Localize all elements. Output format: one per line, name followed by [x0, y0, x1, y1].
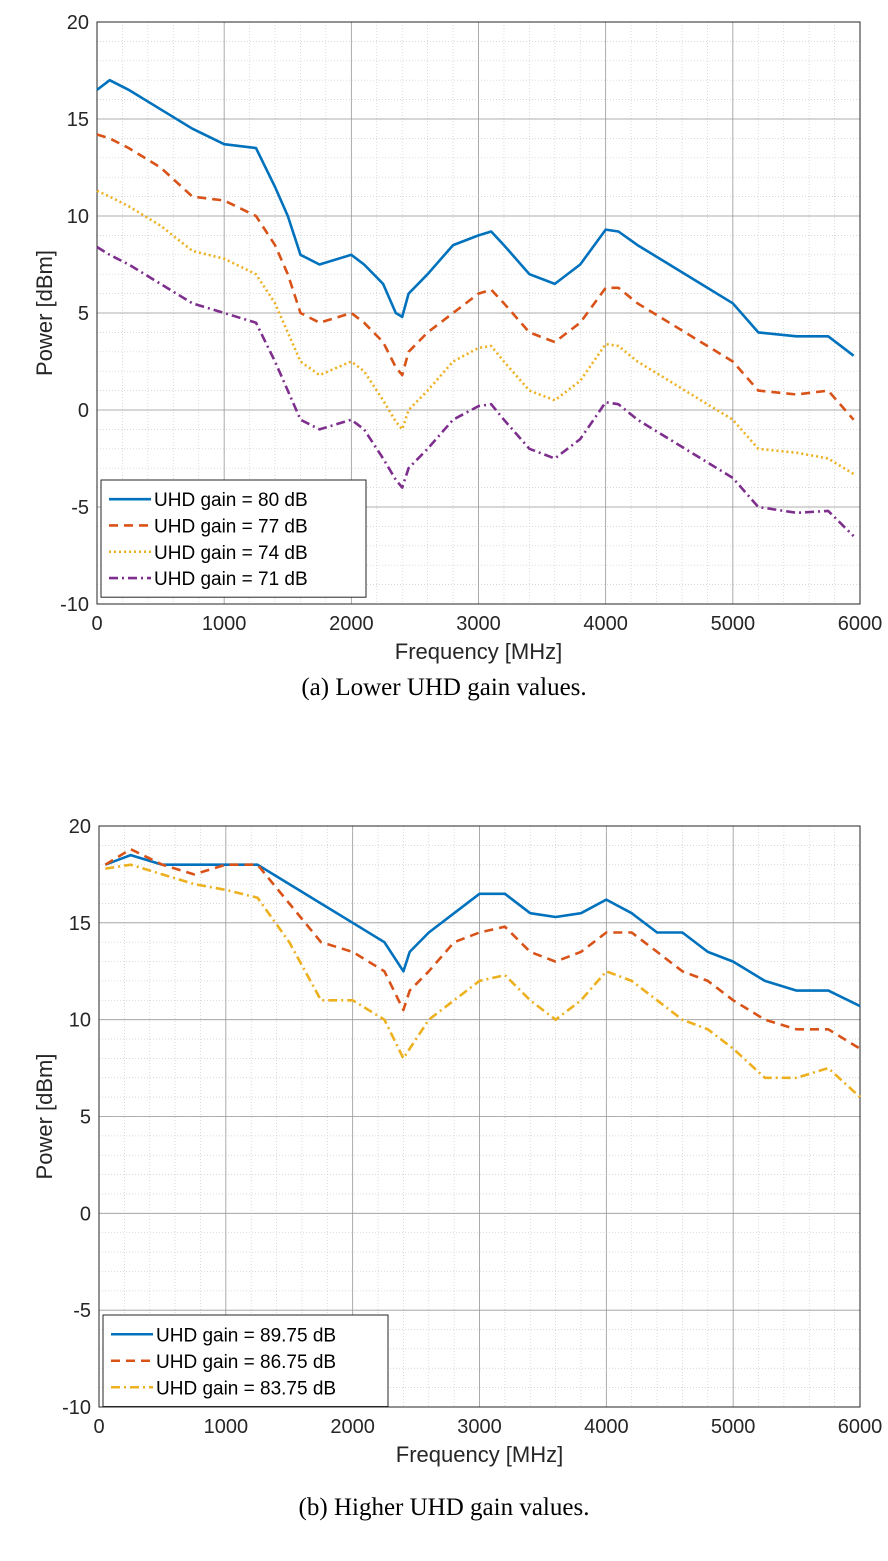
y-tick-label: 0	[80, 1203, 91, 1225]
legend-entry: UHD gain = 86.75 dB	[156, 1352, 336, 1373]
series-line-2	[96, 189, 855, 476]
x-tick-label: 1000	[204, 1416, 249, 1438]
x-tick-label: 1000	[202, 613, 247, 635]
y-tick-label: 20	[67, 12, 89, 34]
y-tick-label: 15	[69, 913, 91, 935]
x-tick-label: 4000	[583, 613, 628, 635]
chart-1: 0 1000 2000 3000 4000 5000 6000 -10 -5 0 5 10 15 20 Fr…	[32, 816, 882, 1467]
series-line-1	[96, 133, 855, 421]
x-tick-label: 5000	[711, 613, 756, 635]
x-tick-label: 3000	[457, 1416, 502, 1438]
y-tick-label: -5	[71, 497, 89, 519]
legend-entry: UHD gain = 89.75 dB	[156, 1325, 336, 1346]
y-tick-label: -10	[60, 594, 89, 616]
caption-a: (a) Lower UHD gain values.	[301, 674, 587, 701]
series-line-1	[104, 847, 861, 1050]
legend-entry: UHD gain = 74 dB	[154, 543, 308, 564]
x-tick-label: 0	[93, 1416, 104, 1438]
x-tick-label: 2000	[329, 613, 374, 635]
y-axis-label: Power [dBm]	[32, 1054, 57, 1180]
chart-0: 0 1000 2000 3000 4000 5000 6000 -10 -5 0 5 10 15 20 Fr…	[32, 12, 882, 664]
x-tick-label: 4000	[584, 1416, 629, 1438]
series-line-0	[96, 78, 855, 357]
x-tick-label: 2000	[330, 1416, 375, 1438]
y-tick-label: 20	[69, 816, 91, 838]
caption-b: (b) Higher UHD gain values.	[298, 1494, 590, 1521]
x-axis-label: Frequency [MHz]	[395, 639, 563, 664]
legend-box	[102, 1314, 389, 1407]
y-axis-label: Power [dBm]	[32, 250, 57, 376]
legend: UHD gain = 89.75 dB UHD gain = 86.75 dB UH…	[102, 1314, 389, 1407]
x-axis-label: Frequency [MHz]	[396, 1442, 564, 1467]
x-tick-label: 6000	[838, 613, 883, 635]
x-tick-label: 0	[91, 613, 102, 635]
y-tick-label: 10	[67, 206, 89, 228]
y-tick-label: 5	[80, 1107, 91, 1129]
legend-entry: UHD gain = 71 dB	[154, 569, 308, 590]
axes-box	[98, 825, 861, 1408]
y-tick-label: 15	[67, 109, 89, 131]
legend: UHD gain = 80 dB UHD gain = 77 dB UHD gain…	[100, 479, 367, 598]
y-tick-label: 0	[78, 400, 89, 422]
x-tick-label: 5000	[711, 1416, 756, 1438]
legend-entry: UHD gain = 77 dB	[154, 516, 308, 537]
x-tick-label: 6000	[838, 1416, 883, 1438]
series-line-3	[96, 245, 855, 538]
y-tick-label: -5	[73, 1300, 91, 1322]
y-tick-label: -10	[62, 1397, 91, 1419]
axes-box	[96, 21, 861, 605]
y-tick-label: 10	[69, 1010, 91, 1032]
x-tick-label: 3000	[456, 613, 501, 635]
legend-entry: UHD gain = 83.75 dB	[156, 1378, 336, 1399]
series-line-2	[105, 863, 861, 1099]
legend-entry: UHD gain = 80 dB	[154, 490, 308, 511]
y-tick-label: 5	[78, 303, 89, 325]
